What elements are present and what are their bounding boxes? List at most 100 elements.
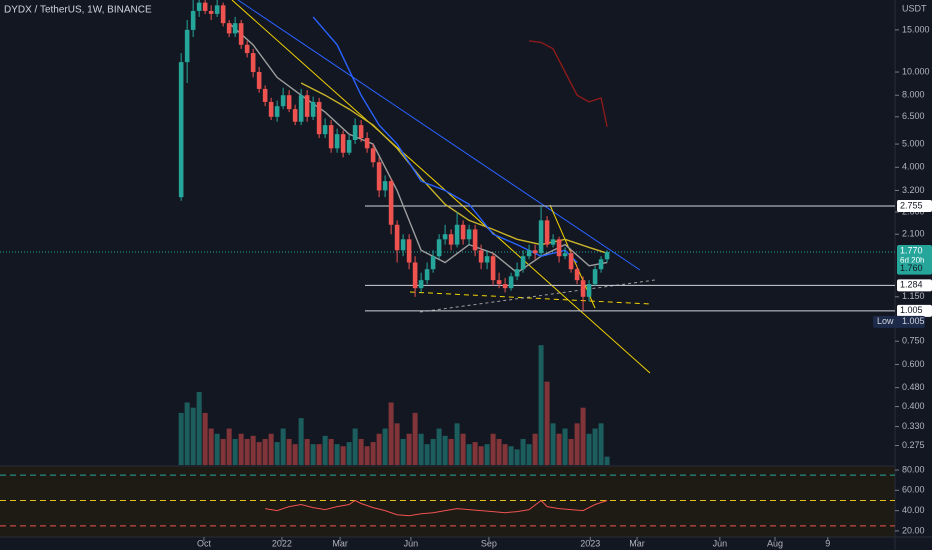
volume-bar	[394, 423, 400, 465]
candle-body	[298, 95, 304, 122]
candle-body	[328, 125, 334, 149]
level-label: 2.755	[900, 200, 923, 210]
candle-body	[238, 23, 244, 45]
volume-bar	[430, 438, 436, 465]
volume-bar	[250, 435, 256, 465]
y-tick-label: 0.750	[902, 336, 925, 346]
volume-bar	[496, 438, 502, 465]
candle-body	[478, 250, 484, 263]
rsi-pane	[0, 466, 895, 537]
candle-body	[598, 259, 604, 270]
trendline	[237, 0, 641, 271]
candle-body	[484, 256, 490, 263]
volume-bar	[214, 433, 220, 465]
y-tick-label: 6.500	[902, 111, 925, 121]
indicator-line	[228, 22, 608, 274]
x-tick-label: Mar	[629, 538, 645, 548]
candle-body	[460, 224, 466, 240]
candle-body	[448, 234, 454, 245]
y-tick-label: 8.000	[902, 90, 925, 100]
candle-body	[376, 162, 382, 191]
candle-body	[244, 44, 250, 54]
volume-bar	[238, 433, 244, 465]
volume-bar	[454, 423, 460, 465]
y-tick-label: 10.000	[902, 66, 930, 76]
countdown: 6d 20h	[900, 256, 924, 265]
level-label: 1.005	[900, 305, 923, 315]
volume-bar	[598, 423, 604, 465]
volume-bar	[340, 446, 346, 465]
volume-bar	[544, 381, 550, 465]
level-box	[897, 200, 932, 213]
low-label: 1.005	[902, 316, 925, 326]
candle-body	[382, 181, 388, 191]
volume-bar	[244, 438, 250, 465]
candle-body	[394, 224, 400, 251]
volume-bar	[502, 444, 508, 465]
volume-bar	[388, 402, 394, 465]
x-tick-label: Sep	[481, 538, 497, 548]
candle-body	[604, 252, 610, 260]
volume-bar	[286, 438, 292, 465]
volume-bar	[520, 438, 526, 465]
volume-bar	[604, 456, 610, 465]
candle-body	[388, 181, 394, 225]
x-tick-label: Oct	[197, 538, 212, 548]
candle-body	[490, 256, 496, 281]
volume-bar	[412, 412, 418, 465]
volume-bar	[292, 444, 298, 465]
x-tick-label: 9	[825, 538, 830, 548]
volume-bar	[550, 423, 556, 465]
y-tick-label: 2.100	[902, 229, 925, 239]
candle-body	[190, 10, 196, 30]
volume-bar	[262, 438, 268, 465]
candle-body	[226, 23, 232, 34]
last-price-label: 1.770	[900, 245, 923, 255]
y-tick-label: 0.600	[902, 359, 925, 369]
rsi-tick-label: 80.00	[902, 464, 925, 474]
candle-body	[502, 284, 508, 289]
y-tick-label: 4.000	[902, 162, 925, 172]
volume-bar	[298, 418, 304, 465]
volume-bar	[322, 435, 328, 465]
candle-body	[430, 256, 436, 270]
candle-body	[520, 256, 526, 270]
candle-body	[514, 269, 520, 277]
rsi-line	[265, 499, 608, 517]
y-tick-label: 0.330	[902, 421, 925, 431]
candle-body	[418, 280, 424, 289]
volume-bar	[508, 446, 514, 465]
candle-body	[340, 134, 346, 153]
volume-bar	[376, 433, 382, 465]
indicator-line	[312, 16, 578, 263]
y-tick-label: 1.150	[902, 291, 925, 301]
chart-title: DYDX / TetherUS, 1W, BINANCE	[4, 5, 152, 16]
volume-bar	[352, 428, 358, 465]
candle-body	[346, 140, 352, 153]
volume-bar	[190, 407, 196, 465]
volume-bar	[514, 449, 520, 465]
x-tick-label: Aug	[767, 538, 783, 548]
candle-body	[220, 5, 226, 24]
level-label: 1.284	[900, 280, 923, 290]
candle-body	[322, 125, 328, 135]
candle-body	[292, 109, 298, 122]
candle-body	[544, 220, 550, 245]
candle-body	[364, 138, 370, 149]
volume-bar	[526, 444, 532, 465]
candle-body	[580, 280, 586, 297]
rsi-tick-label: 40.00	[902, 505, 925, 515]
volume-bar	[232, 438, 238, 465]
candle-body	[214, 5, 220, 14]
x-tick-label: 2022	[272, 538, 292, 548]
volume-bar	[316, 444, 322, 465]
level-box	[897, 279, 932, 292]
ma-price-box	[897, 262, 932, 275]
volume-bar	[196, 392, 202, 465]
volume-bar	[304, 438, 310, 465]
candle-body	[436, 239, 442, 257]
volume-bar	[574, 423, 580, 465]
candle-body	[370, 148, 376, 163]
volume-bar	[274, 442, 280, 465]
volume-bar	[490, 433, 496, 465]
